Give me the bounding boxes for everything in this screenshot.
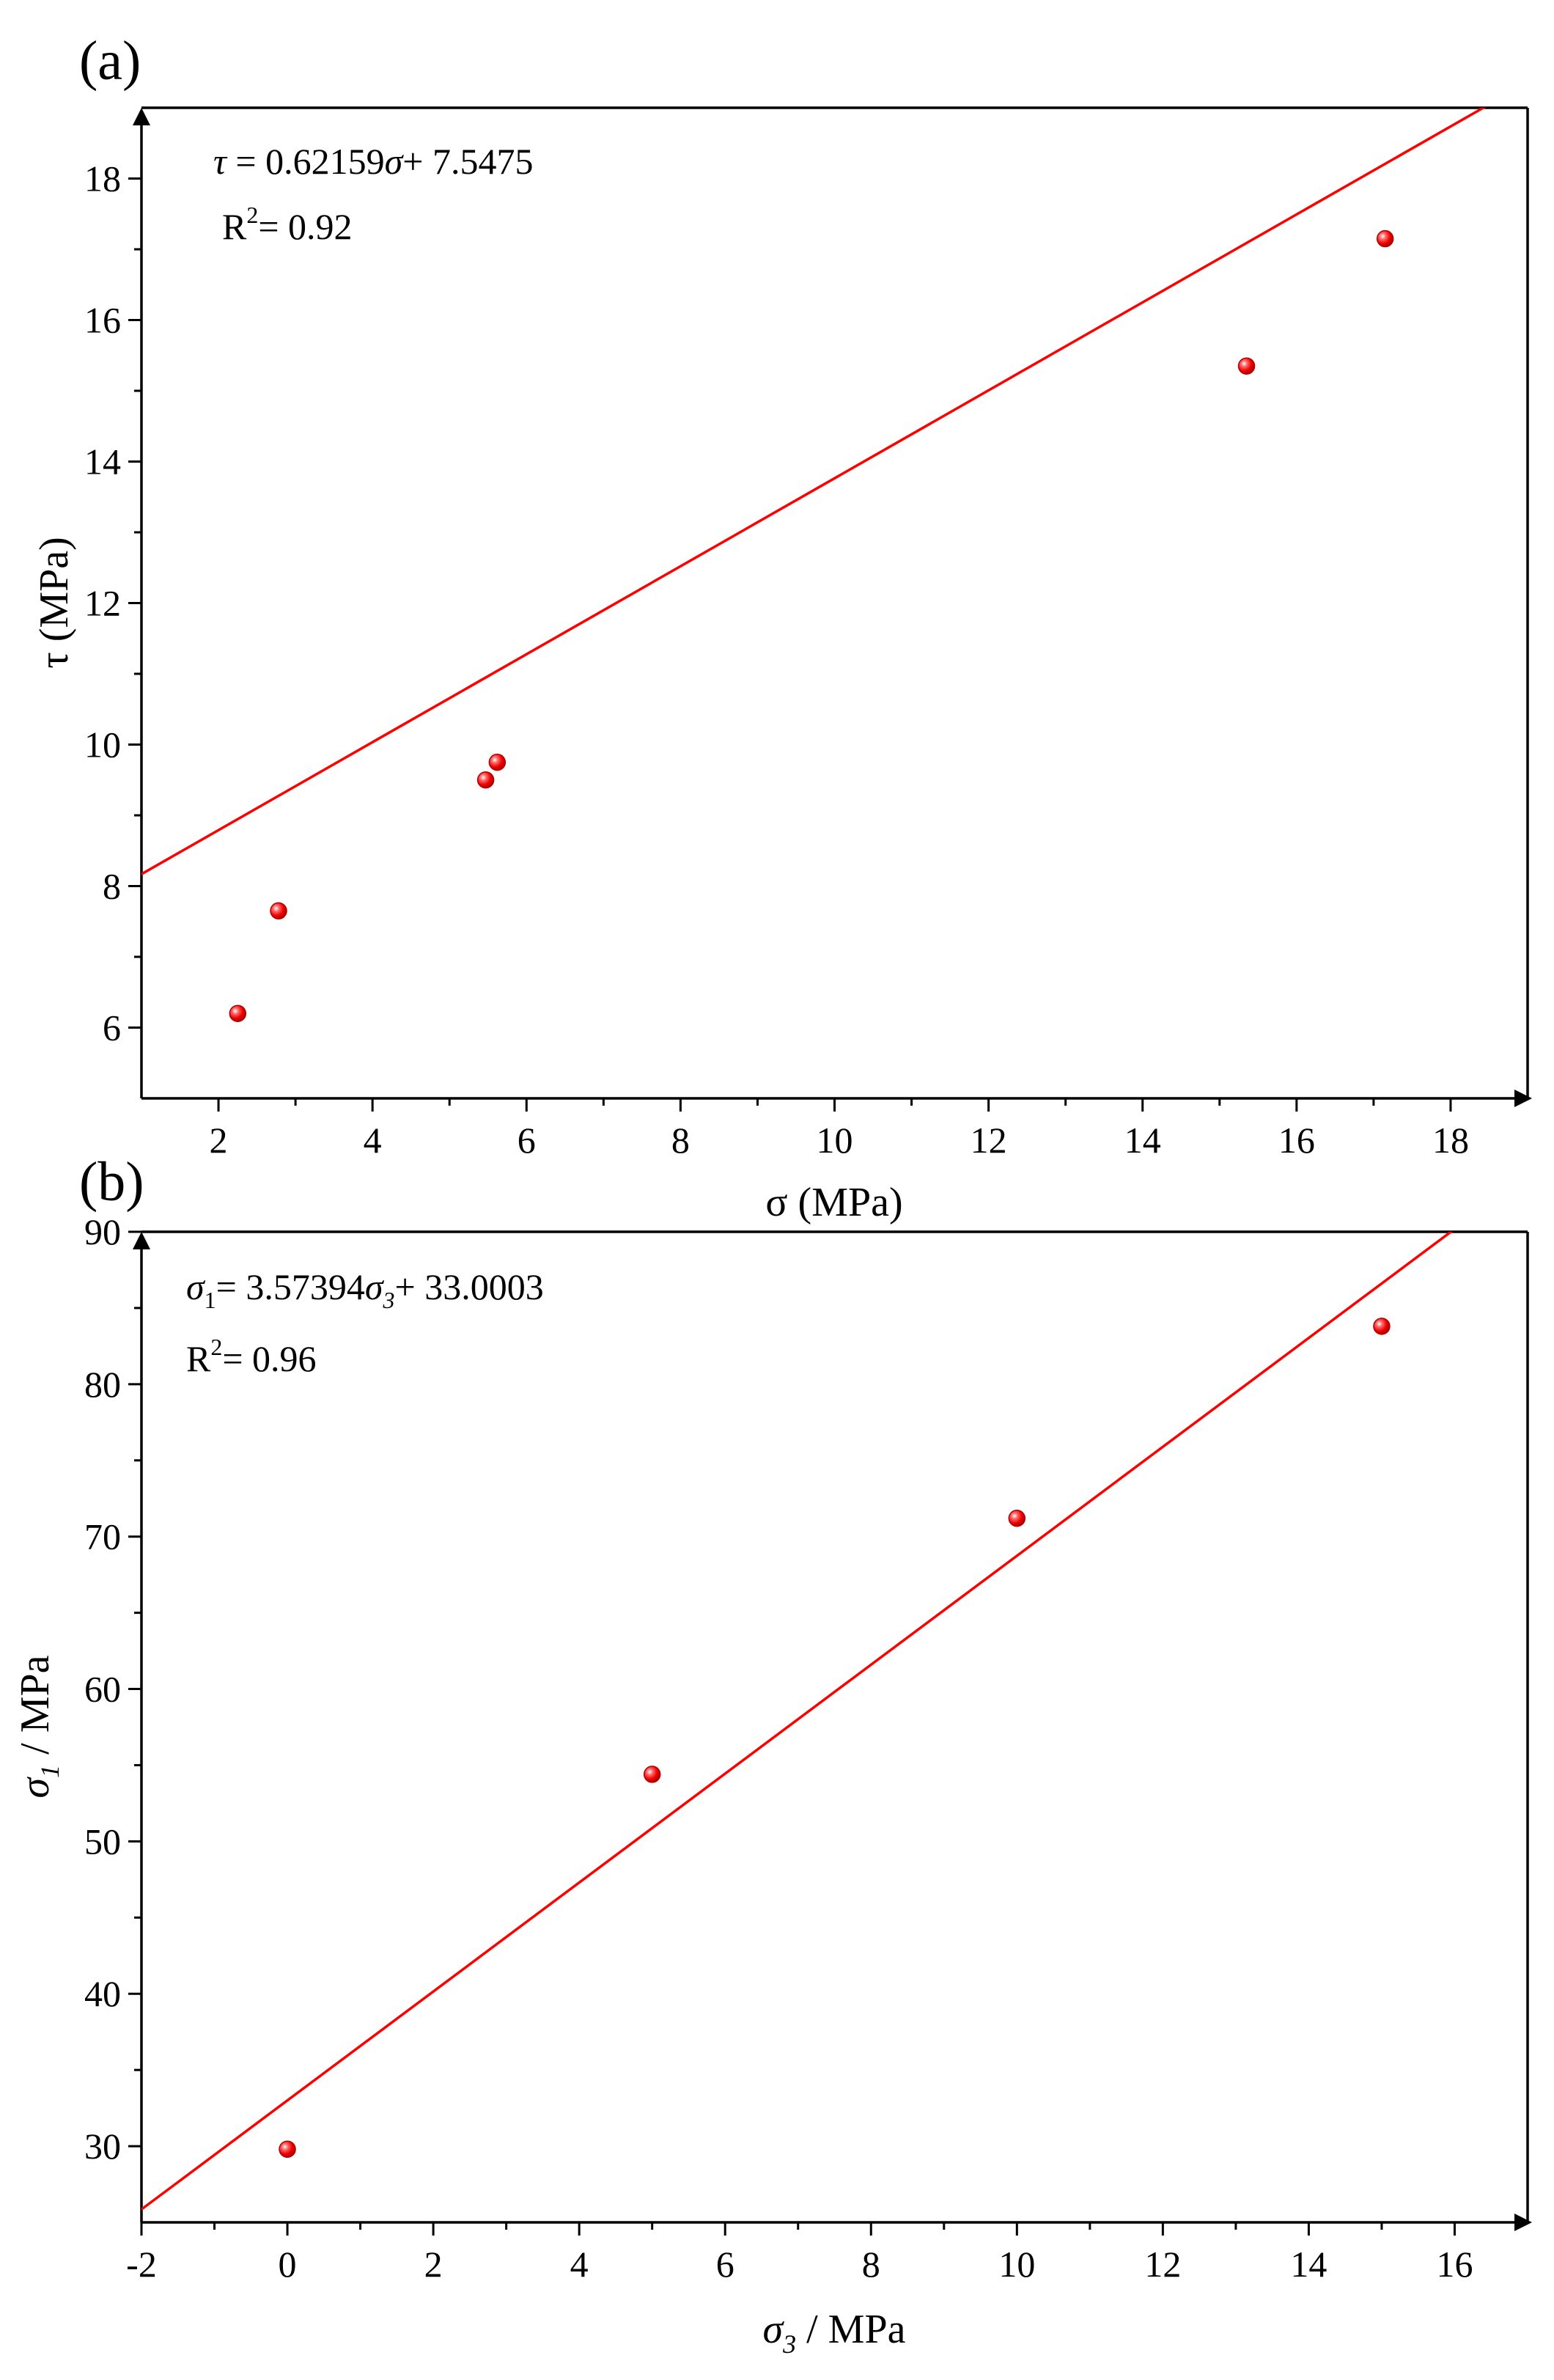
panel-a-x-arrow: [1514, 1090, 1532, 1107]
y-tick-label: 10: [84, 724, 121, 765]
x-tick-label: 8: [862, 2244, 880, 2285]
y-tick-label: 14: [84, 441, 121, 482]
data-point: [1373, 1318, 1391, 1335]
x-tick-label: 10: [998, 2244, 1035, 2285]
x-tick-label: 14: [1124, 1120, 1161, 1161]
y-tick-label: 30: [84, 2126, 121, 2167]
data-point: [1376, 229, 1394, 248]
data-point: [1008, 1510, 1026, 1527]
x-tick-label: 6: [716, 2244, 734, 2285]
y-tick-label: 16: [84, 300, 121, 341]
panel-b-ticks: -2 0 2 4 6 8 10 12 14 16 30 40 50 60 70 80 90: [84, 1211, 1473, 2285]
panel-a-ticks: 2 4 6 8 10 12 14 16 18 6 8 10 12 14 16 18: [84, 158, 1469, 1161]
x-tick-label: 12: [1144, 2244, 1181, 2285]
x-tick-label: 12: [971, 1120, 1007, 1161]
panel-b-points: [279, 1318, 1391, 2158]
panel-b-y-label: σ1 / MPa: [12, 1655, 65, 1798]
x-tick-label: -2: [126, 2244, 157, 2285]
panel-a: (a) 2 4 6 8 10 12 14 16 18 6 8 10 12 14 16 18 τ = 0.621…: [32, 30, 1532, 1225]
panel-b-x-arrow: [1514, 2214, 1532, 2231]
panel-a-label: (a): [79, 30, 141, 92]
x-tick-label: 2: [210, 1120, 228, 1161]
panel-a-fit-line: [141, 108, 1487, 875]
data-point: [488, 753, 507, 771]
x-tick-label: 10: [817, 1120, 853, 1161]
x-tick-label: 0: [279, 2244, 297, 2285]
y-tick-label: 18: [84, 158, 121, 199]
x-tick-label: 2: [424, 2244, 443, 2285]
panel-a-y-arrow: [133, 108, 150, 125]
y-tick-label: 80: [84, 1364, 121, 1405]
x-tick-label: 6: [518, 1120, 536, 1161]
panel-a-equation: τ = 0.62159σ+ 7.5475: [213, 141, 533, 182]
panel-a-points: [229, 229, 1394, 1022]
data-point: [1237, 357, 1256, 375]
x-tick-label: 4: [364, 1120, 382, 1161]
y-tick-label: 50: [84, 1821, 121, 1862]
panel-b-label: (b): [79, 1151, 144, 1213]
x-tick-label: 16: [1436, 2244, 1473, 2285]
y-tick-label: 12: [84, 583, 121, 624]
x-tick-label: 14: [1290, 2244, 1327, 2285]
panel-b-equation: σ1= 3.57394σ3+ 33.0003: [186, 1266, 544, 1313]
y-tick-label: 40: [84, 1973, 121, 2014]
data-point: [279, 2140, 296, 2158]
panel-a-y-label: τ (MPa): [32, 537, 77, 669]
panel-b: (b) -2 0 2 4 6 8 10 12 14 16 30 40 50 60 70 80 90 σ1= 3.…: [12, 1151, 1532, 2359]
y-tick-label: 8: [103, 866, 121, 907]
panel-a-x-label: σ (MPa): [765, 1180, 902, 1225]
y-tick-label: 60: [84, 1669, 121, 1710]
data-point: [270, 902, 287, 920]
y-tick-label: 90: [84, 1211, 121, 1252]
x-tick-label: 4: [570, 2244, 589, 2285]
y-tick-label: 6: [103, 1007, 121, 1048]
x-tick-label: 18: [1432, 1120, 1469, 1161]
panel-b-y-arrow: [133, 1232, 150, 1249]
panel-b-r-squared: R2= 0.96: [186, 1334, 317, 1379]
panel-b-fit-line: [141, 1232, 1454, 2211]
data-point: [229, 1004, 247, 1022]
data-point: [476, 771, 495, 789]
x-tick-label: 16: [1278, 1120, 1315, 1161]
panel-b-x-label: σ3 / MPa: [763, 2307, 906, 2359]
y-tick-label: 70: [84, 1516, 121, 1557]
x-tick-label: 8: [671, 1120, 690, 1161]
panel-a-r-squared: R2= 0.92: [222, 202, 353, 247]
data-point: [643, 1766, 661, 1783]
